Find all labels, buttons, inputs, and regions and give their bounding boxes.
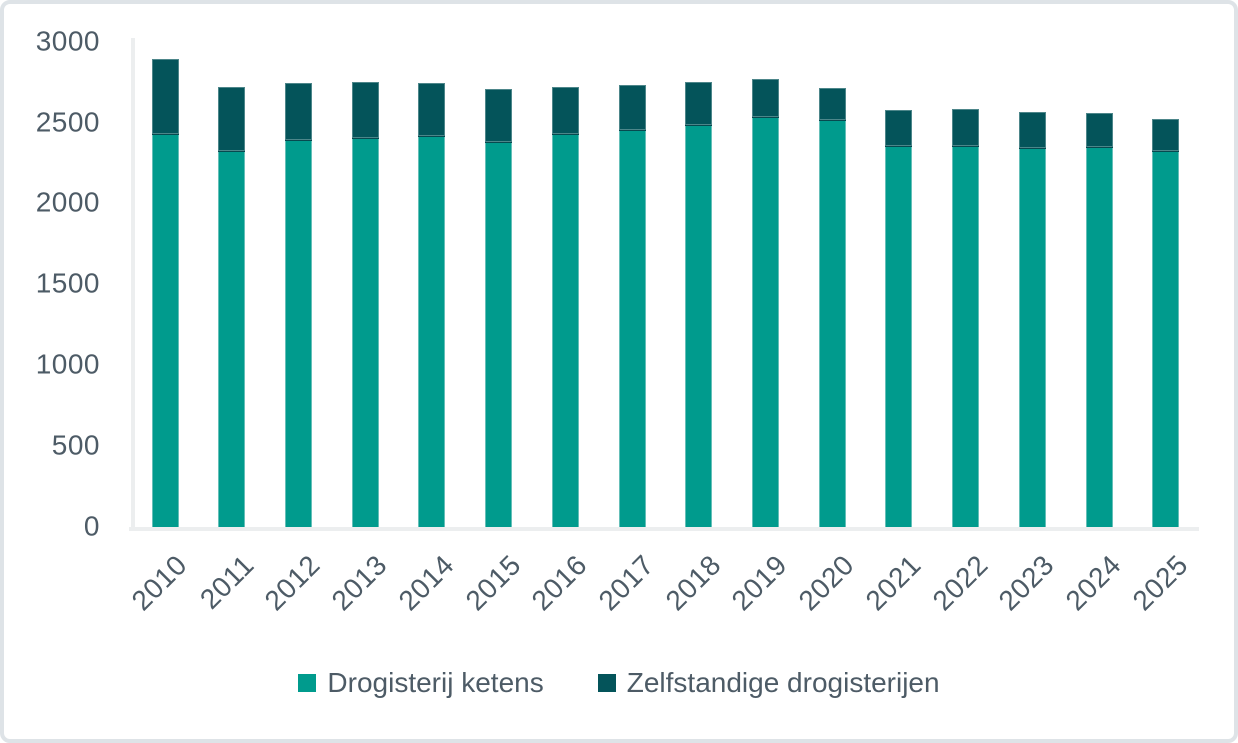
legend-swatch-icon [597, 674, 616, 692]
segment-zelfstandige-drogisterijen[interactable] [685, 82, 713, 126]
segment-drogisterij-ketens[interactable] [151, 134, 179, 527]
segment-zelfstandige-drogisterijen[interactable] [284, 82, 312, 142]
y-tick-label: 500 [51, 429, 100, 461]
segment-drogisterij-ketens[interactable] [551, 134, 579, 527]
segment-zelfstandige-drogisterijen[interactable] [1152, 118, 1180, 152]
segment-drogisterij-ketens[interactable] [418, 137, 446, 527]
segment-zelfstandige-drogisterijen[interactable] [218, 86, 246, 152]
segment-zelfstandige-drogisterijen[interactable] [751, 78, 779, 118]
segment-drogisterij-ketens[interactable] [685, 125, 713, 527]
y-tick-label: 1000 [35, 348, 100, 380]
segment-drogisterij-ketens[interactable] [351, 138, 379, 527]
bar-2023 [1018, 112, 1046, 527]
bar-2018 [685, 82, 713, 527]
segment-drogisterij-ketens[interactable] [885, 146, 913, 527]
segment-zelfstandige-drogisterijen[interactable] [885, 109, 913, 147]
bar-2020 [818, 87, 846, 527]
bar-2025 [1152, 118, 1180, 527]
legend-item-drogisterij-ketens[interactable]: Drogisterij ketens [298, 667, 544, 699]
bar-2013 [351, 82, 379, 527]
segment-drogisterij-ketens[interactable] [1085, 148, 1113, 527]
bar-2022 [952, 108, 980, 527]
segment-zelfstandige-drogisterijen[interactable] [618, 85, 646, 131]
bar-2019 [751, 78, 779, 527]
segment-zelfstandige-drogisterijen[interactable] [1085, 112, 1113, 149]
segment-zelfstandige-drogisterijen[interactable] [952, 108, 980, 147]
legend-swatch-icon [298, 674, 317, 692]
y-tick-label: 1500 [35, 267, 100, 299]
segment-zelfstandige-drogisterijen[interactable] [418, 82, 446, 138]
y-tick-label: 0 [83, 510, 100, 542]
segment-drogisterij-ketens[interactable] [1152, 151, 1180, 527]
y-axis-line [131, 38, 135, 531]
segment-drogisterij-ketens[interactable] [485, 142, 513, 527]
legend: Drogisterij ketens Zelfstandige drogister… [0, 667, 1238, 699]
segment-drogisterij-ketens[interactable] [818, 120, 846, 527]
segment-drogisterij-ketens[interactable] [618, 130, 646, 527]
segment-zelfstandige-drogisterijen[interactable] [351, 82, 379, 139]
segment-drogisterij-ketens[interactable] [952, 146, 980, 527]
segment-drogisterij-ketens[interactable] [751, 117, 779, 527]
bar-2010 [151, 58, 179, 527]
y-tick-label: 2500 [35, 105, 100, 137]
bar-2017 [618, 85, 646, 527]
segment-zelfstandige-drogisterijen[interactable] [551, 86, 579, 135]
legend-label: Drogisterij ketens [327, 667, 544, 698]
bar-2016 [551, 86, 579, 527]
bar-2015 [485, 89, 513, 527]
y-tick-label: 3000 [35, 25, 100, 57]
segment-zelfstandige-drogisterijen[interactable] [151, 58, 179, 135]
segment-zelfstandige-drogisterijen[interactable] [485, 89, 513, 143]
y-tick-label: 2000 [35, 186, 100, 218]
bar-2011 [218, 86, 246, 527]
segment-drogisterij-ketens[interactable] [1018, 149, 1046, 527]
segment-zelfstandige-drogisterijen[interactable] [1018, 112, 1046, 150]
segment-zelfstandige-drogisterijen[interactable] [818, 87, 846, 121]
legend-label: Zelfstandige drogisterijen [626, 667, 940, 698]
legend-item-zelfstandige-drogisterijen[interactable]: Zelfstandige drogisterijen [597, 667, 940, 699]
x-axis-line [129, 527, 1199, 531]
bar-2021 [885, 109, 913, 527]
bar-2014 [418, 82, 446, 527]
bar-2024 [1085, 112, 1113, 527]
bar-2012 [284, 82, 312, 527]
segment-drogisterij-ketens[interactable] [218, 151, 246, 527]
segment-drogisterij-ketens[interactable] [284, 141, 312, 527]
